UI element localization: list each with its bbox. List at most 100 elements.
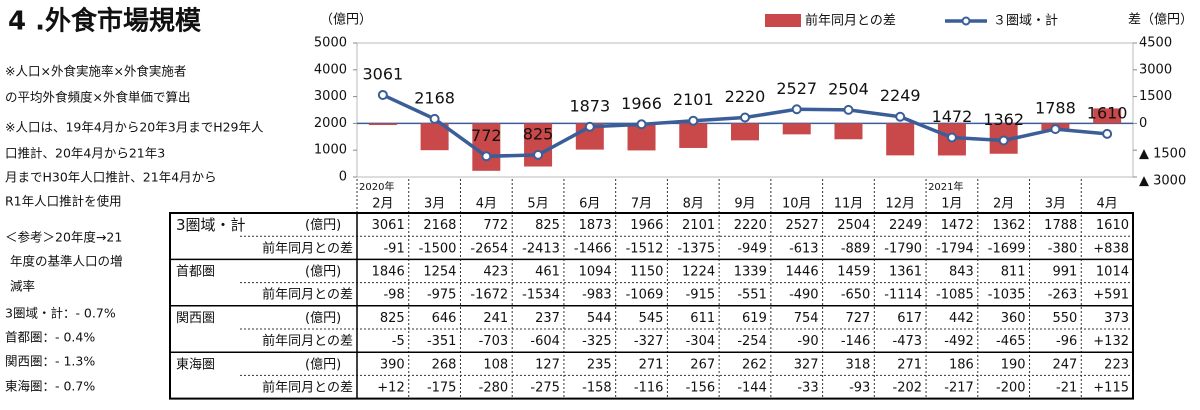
table-cell: 754 <box>794 311 819 326</box>
table-cell: 223 <box>1104 357 1129 372</box>
table-cell: 241 <box>483 311 508 326</box>
y-tick-label: 1000 <box>314 143 347 158</box>
table-cell: -1790 <box>884 241 922 256</box>
marker <box>636 119 647 130</box>
row-label: 関西圏 <box>176 311 215 326</box>
table-cell: -551 <box>737 288 767 303</box>
title: 4 .外食市場規模 <box>8 6 202 37</box>
table-cell: 373 <box>1104 311 1129 326</box>
table-cell: -650 <box>841 288 871 303</box>
table-cell: -200 <box>996 381 1026 396</box>
table-cell: -275 <box>530 381 560 396</box>
table-cell: 2527 <box>786 218 819 233</box>
table-cell: -202 <box>893 381 923 396</box>
table-cell: -158 <box>582 381 612 396</box>
category-label: 3月 <box>424 197 445 212</box>
y2-tick-label: ▲ 3000 <box>1139 174 1186 189</box>
data-label: 772 <box>471 126 502 145</box>
table-cell: -146 <box>841 334 871 349</box>
table-cell: -490 <box>789 288 819 303</box>
category-label: 7月 <box>631 197 652 212</box>
table-cell: -1534 <box>522 288 560 303</box>
table-cell: 390 <box>380 357 405 372</box>
table-cell: 2168 <box>423 218 456 233</box>
y-axis-label: （億円） <box>320 12 372 28</box>
table-cell: +591 <box>1093 288 1129 303</box>
table-cell: -327 <box>634 334 664 349</box>
table-cell: 3061 <box>372 218 405 233</box>
table-cell: 727 <box>846 311 871 326</box>
table-cell: 423 <box>483 265 508 280</box>
data-label: 3061 <box>363 64 404 83</box>
marker <box>998 135 1009 146</box>
table-cell: 318 <box>846 357 871 372</box>
row-label: 前年同月との差 <box>262 240 353 256</box>
note: 関西圏：- 1.3% <box>5 354 95 369</box>
category-label: 1月 <box>941 197 962 212</box>
table-cell: -91 <box>383 241 404 256</box>
y2-tick-label: 3000 <box>1139 62 1172 77</box>
table-cell: -1672 <box>470 288 508 303</box>
table-cell: -1085 <box>936 288 974 303</box>
table-cell: 262 <box>742 357 767 372</box>
row-unit: (億円) <box>305 356 341 372</box>
table-cell: -263 <box>1048 288 1078 303</box>
table-cell: 1966 <box>630 218 663 233</box>
y-tick-label: 0 <box>339 170 347 185</box>
note: 東海圏：- 0.7% <box>5 379 95 394</box>
table-cell: 1446 <box>786 265 819 280</box>
category-label: 9月 <box>734 197 755 212</box>
table-cell: -156 <box>686 381 716 396</box>
table-cell: -915 <box>686 288 716 303</box>
table-cell: -175 <box>427 381 457 396</box>
table-cell: 327 <box>794 357 819 372</box>
year-label: 2020年 <box>359 180 394 193</box>
table-cell: 1150 <box>630 265 663 280</box>
table-cell: -2654 <box>470 241 508 256</box>
note: 年度の基準人口の増 <box>10 254 123 269</box>
category-label: 2月 <box>993 197 1014 212</box>
table-cell: -983 <box>582 288 612 303</box>
data-label: 1610 <box>1087 103 1128 122</box>
table-cell: 772 <box>483 218 508 233</box>
table-cell: -144 <box>737 381 767 396</box>
table-cell: 545 <box>639 311 664 326</box>
table-cell: 1610 <box>1096 218 1129 233</box>
table-cell: -1794 <box>936 241 974 256</box>
table-cell: 611 <box>690 311 715 326</box>
y-tick-label: 5000 <box>314 36 347 51</box>
data-label: 2249 <box>880 86 921 105</box>
table-cell: 108 <box>483 357 508 372</box>
category-label: 4月 <box>1096 197 1117 212</box>
legend-swatch <box>765 14 801 27</box>
table-cell: 267 <box>690 357 715 372</box>
row-label: 前年同月との差 <box>262 380 353 396</box>
legend-marker <box>961 16 971 26</box>
table-cell: -380 <box>1048 241 1078 256</box>
row-label: 東海圏 <box>176 356 215 372</box>
table-cell: -1699 <box>988 241 1026 256</box>
y2-axis-label: 差（億円） <box>1128 12 1193 28</box>
y-tick-label: 3000 <box>314 89 347 104</box>
table-cell: 2101 <box>682 218 715 233</box>
y2-tick-label: ▲ 1500 <box>1139 147 1186 162</box>
data-label: 1788 <box>1035 99 1076 118</box>
marker <box>481 151 492 162</box>
data-label: 1966 <box>621 94 662 113</box>
table-cell: -351 <box>427 334 457 349</box>
data-label: 2527 <box>776 79 817 98</box>
bar <box>679 123 708 148</box>
table-cell: +115 <box>1093 381 1129 396</box>
table-cell: 1224 <box>682 265 715 280</box>
table-cell: -325 <box>582 334 612 349</box>
table-border <box>169 212 1134 400</box>
marker <box>377 89 388 100</box>
marker <box>791 104 802 115</box>
legend-label: 前年同月との差 <box>805 13 896 29</box>
table-cell: -304 <box>686 334 716 349</box>
table-cell: -90 <box>797 334 818 349</box>
category-label: 12月 <box>885 197 915 212</box>
note: ＜参考＞20年度→21 <box>5 230 122 245</box>
